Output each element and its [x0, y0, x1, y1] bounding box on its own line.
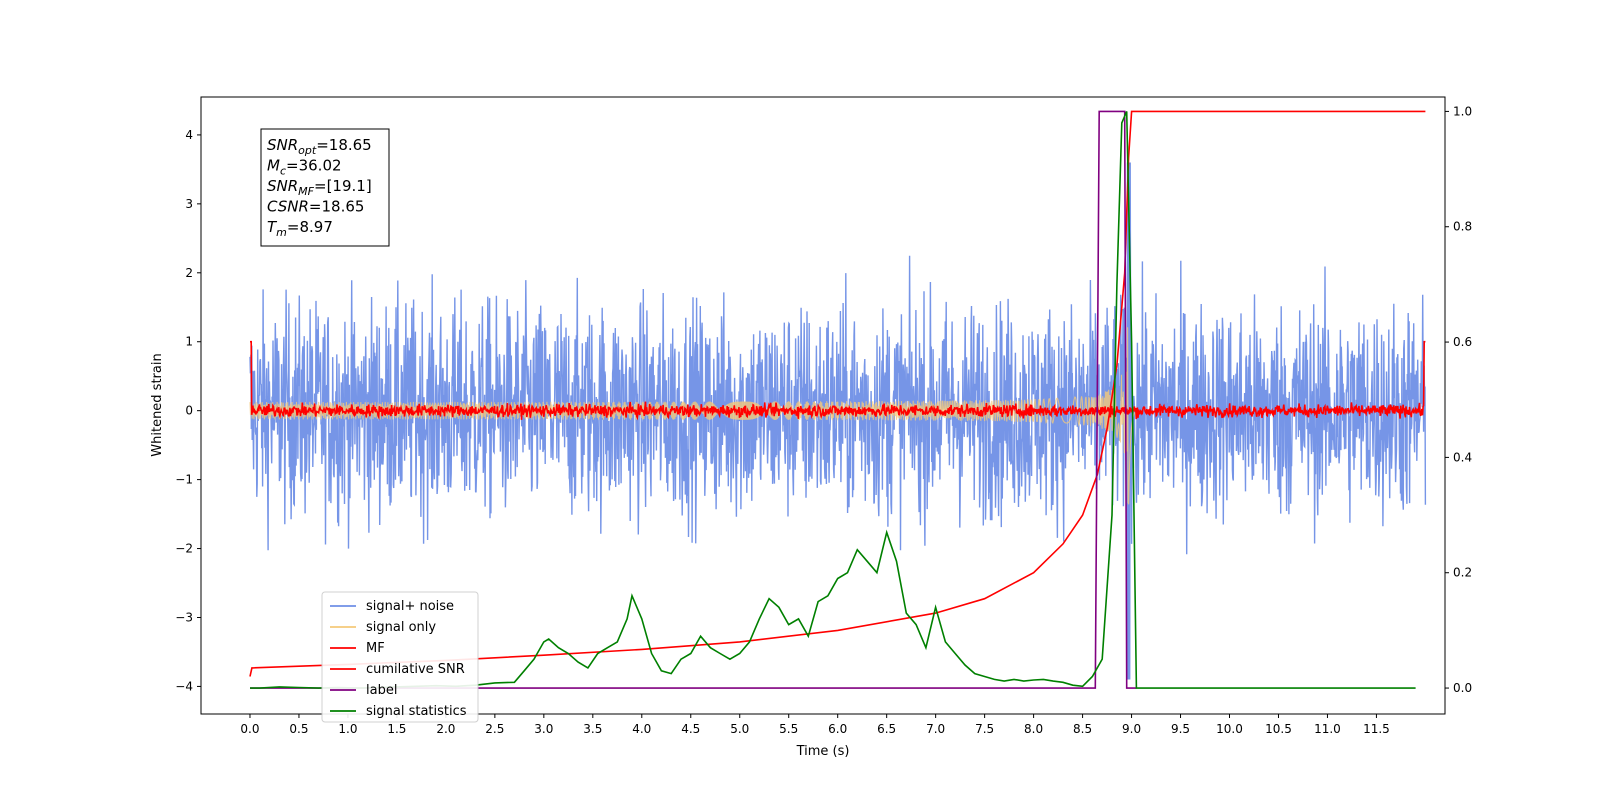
legend-label: label — [366, 683, 397, 698]
x-tick-label: 7.5 — [975, 722, 994, 736]
annotation-sub: MF — [298, 185, 314, 198]
series-line-mf — [250, 340, 1426, 421]
x-tick-label: 9.0 — [1122, 722, 1141, 736]
x-tick-label: 2.0 — [436, 722, 455, 736]
annotation-key: M — [267, 157, 280, 175]
annotation-key: SNR — [267, 177, 298, 195]
x-tick-label: 3.0 — [534, 722, 553, 736]
y-tick-label: 1 — [185, 335, 193, 349]
annotation-box: SNRopt=18.65Mc=36.02SNRMF=[19.1]CSNR=18.… — [260, 128, 390, 247]
annotation-key: SNR — [267, 136, 298, 154]
x-tick-label: 7.0 — [926, 722, 945, 736]
x-tick-label: 1.0 — [338, 722, 357, 736]
legend-label: MF — [366, 641, 385, 656]
y2-tick-label: 0.4 — [1453, 450, 1472, 464]
annotation-sub: opt — [298, 144, 317, 157]
annotation-line: Mc=36.02 — [267, 157, 342, 178]
y2-tick-label: 0.2 — [1453, 566, 1472, 580]
y-axis-left: 4 3 2 1 0 −1 −2 −3 −4 — [175, 128, 201, 693]
y-tick-label: −2 — [175, 542, 193, 556]
x-tick-label: 8.5 — [1073, 722, 1092, 736]
x-tick-label: 5.0 — [730, 722, 749, 736]
x-tick-label: 3.5 — [583, 722, 602, 736]
x-axis-label: Time (s) — [796, 744, 850, 759]
annotation-value: =[19.1] — [314, 177, 372, 195]
annotation-line: CSNR=18.65 — [267, 198, 364, 216]
annotation-line: Tm=8.97 — [267, 218, 333, 239]
annotation-key: T — [267, 218, 278, 236]
x-axis: 0.0 0.5 1.0 1.5 2.0 2.5 3.0 3.5 4.0 4.5 5.0 5.5 6.0 6… — [240, 714, 1390, 736]
legend-label: signal only — [366, 620, 436, 635]
y-tick-label: 2 — [185, 266, 193, 280]
x-tick-label: 1.5 — [387, 722, 406, 736]
x-tick-label: 5.5 — [779, 722, 798, 736]
x-tick-label: 0.5 — [289, 722, 308, 736]
annotation-frame — [260, 128, 390, 247]
x-tick-label: 11.0 — [1314, 722, 1341, 736]
x-tick-label: 10.5 — [1265, 722, 1292, 736]
legend: signal+ noise signal only MF cumilative SNR… — [321, 591, 479, 723]
y-tick-label: −3 — [175, 610, 193, 624]
series-line-label — [250, 110, 1137, 689]
x-tick-label: 2.5 — [485, 722, 504, 736]
annotation-sub: c — [280, 165, 286, 178]
y-tick-label: 3 — [185, 197, 193, 211]
legend-frame — [321, 591, 479, 723]
y-axis-right: 1.0 0.8 0.6 0.4 0.2 0.0 — [1445, 104, 1472, 695]
x-tick-label: 0.0 — [240, 722, 259, 736]
annotation-value: =18.65 — [309, 198, 365, 216]
annotation-line: SNRMF=[19.1] — [267, 177, 372, 198]
y-tick-label: 4 — [185, 128, 193, 142]
x-tick-label: 4.0 — [632, 722, 651, 736]
y2-tick-label: 1.0 — [1453, 104, 1472, 118]
y2-tick-label: 0.0 — [1453, 681, 1472, 695]
x-tick-label: 6.5 — [877, 722, 896, 736]
x-tick-label: 9.5 — [1171, 722, 1190, 736]
y-tick-label: −1 — [175, 473, 193, 487]
annotation-key: CSNR — [267, 198, 309, 216]
x-tick-label: 6.0 — [828, 722, 847, 736]
legend-label: signal+ noise — [366, 599, 454, 614]
y2-tick-label: 0.8 — [1453, 220, 1472, 234]
annotation-value: =18.65 — [316, 136, 372, 154]
plot-frame — [200, 96, 1446, 715]
annotation-value: =36.02 — [286, 157, 342, 175]
y2-tick-label: 0.6 — [1453, 335, 1472, 349]
annotation-sub: m — [276, 226, 287, 239]
x-tick-label: 8.0 — [1024, 722, 1043, 736]
x-tick-label: 10.0 — [1216, 722, 1243, 736]
series-line-signal-statistics — [250, 111, 1416, 689]
y-axis-label: Whitened strain — [150, 353, 165, 456]
annotation-line: SNRopt=18.65 — [267, 136, 372, 157]
annotation-value: =8.97 — [287, 218, 333, 236]
legend-label: cumilative SNR — [366, 662, 465, 677]
y-tick-label: −4 — [175, 679, 193, 693]
x-tick-label: 4.5 — [681, 722, 700, 736]
legend-label: signal statistics — [366, 704, 467, 719]
y-tick-label: 0 — [185, 404, 193, 418]
x-tick-label: 11.5 — [1363, 722, 1390, 736]
